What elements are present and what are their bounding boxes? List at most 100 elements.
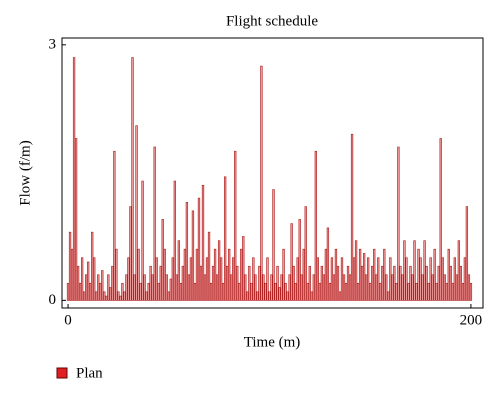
bar: [135, 125, 138, 301]
bar: [298, 219, 301, 301]
bar: [123, 291, 126, 301]
bar: [407, 282, 410, 301]
bar: [439, 138, 442, 301]
y-tick-label: 0: [49, 292, 57, 308]
bar: [264, 282, 267, 301]
bar: [276, 265, 279, 301]
bar: [145, 291, 148, 301]
bar: [415, 282, 418, 301]
bar: [373, 248, 376, 301]
bar: [236, 265, 239, 301]
bar: [336, 265, 340, 301]
bar: [201, 185, 205, 301]
bar: [232, 257, 235, 301]
bar: [342, 274, 346, 301]
bar: [72, 57, 76, 301]
bar: [266, 257, 269, 301]
bar: [350, 133, 354, 301]
bar: [97, 274, 100, 301]
y-axis-label: Flow (f/m): [17, 140, 33, 205]
bar: [290, 223, 293, 301]
bar: [256, 291, 259, 301]
bar: [177, 240, 180, 301]
bar: [76, 265, 80, 301]
bar: [260, 65, 263, 301]
bar: [346, 265, 350, 301]
bar: [254, 274, 257, 301]
bar: [419, 257, 422, 301]
bar: [105, 295, 108, 301]
bar: [365, 274, 368, 301]
bar: [248, 265, 251, 301]
bar: [431, 274, 434, 301]
bar: [224, 176, 227, 301]
bar: [113, 150, 116, 301]
bar: [199, 265, 203, 301]
bar: [451, 282, 454, 301]
bar: [107, 274, 110, 301]
bar: [234, 150, 237, 301]
bar: [409, 265, 412, 301]
bar: [334, 248, 338, 301]
bar: [304, 206, 307, 301]
bar: [318, 282, 321, 301]
bar: [379, 282, 382, 301]
x-tick-label: 200: [460, 312, 483, 328]
chart-title: Flight schedule: [226, 13, 318, 29]
bar: [153, 146, 156, 301]
bar: [435, 282, 438, 301]
bar: [258, 265, 261, 301]
bar: [385, 274, 388, 301]
bar: [93, 257, 96, 301]
bar: [369, 282, 372, 301]
bar: [360, 265, 364, 301]
bar: [358, 248, 362, 301]
bar: [330, 257, 334, 301]
bar: [457, 240, 460, 301]
bar: [169, 278, 172, 301]
bar: [127, 257, 130, 301]
bar: [197, 197, 201, 301]
bar: [344, 282, 348, 301]
bar: [288, 274, 291, 301]
bar: [139, 282, 142, 301]
bar: [423, 240, 426, 301]
bar: [149, 265, 152, 301]
bar: [314, 150, 317, 301]
bar: [356, 282, 360, 301]
bar: [340, 257, 344, 301]
legend-swatch: [56, 367, 68, 379]
bar: [274, 282, 277, 301]
bar: [244, 274, 247, 301]
bar: [207, 231, 211, 301]
bar: [211, 265, 215, 301]
bar: [155, 257, 158, 301]
bar: [395, 282, 398, 301]
bar: [324, 248, 328, 301]
bar: [230, 274, 233, 301]
bar: [302, 248, 305, 301]
bar: [405, 257, 408, 301]
bar: [95, 291, 98, 301]
bar: [119, 295, 122, 301]
bar: [242, 236, 245, 301]
bar: [296, 257, 299, 301]
bar: [141, 180, 144, 301]
bar: [453, 257, 456, 301]
bar: [133, 274, 136, 301]
bar: [101, 270, 104, 301]
bar: [332, 274, 336, 301]
bar: [312, 274, 315, 301]
bar: [115, 248, 118, 301]
bar: [463, 257, 467, 301]
bar: [383, 248, 386, 301]
bar: [189, 257, 193, 301]
bar: [320, 265, 324, 301]
bar: [268, 291, 271, 301]
bar: [399, 265, 402, 301]
bar: [282, 248, 285, 301]
bar: [217, 240, 221, 301]
bar: [226, 265, 229, 301]
bar: [167, 291, 170, 301]
